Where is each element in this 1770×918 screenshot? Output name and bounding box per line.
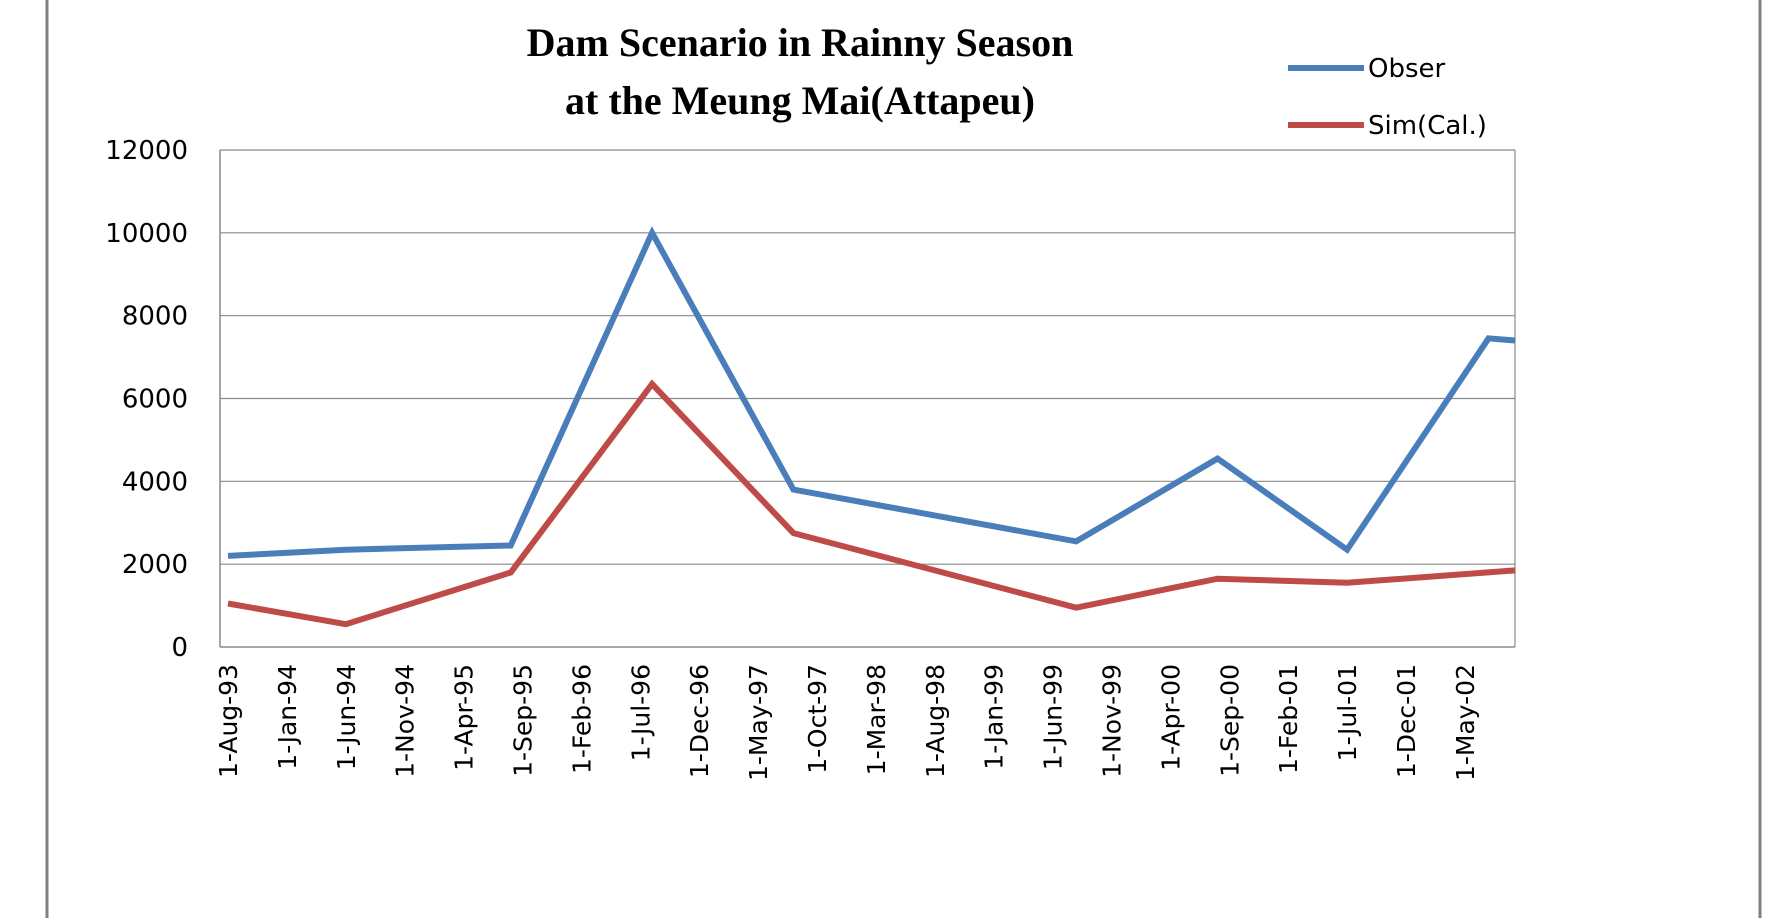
legend-label-sim: Sim(Cal.) xyxy=(1368,111,1487,141)
x-tick-label-1-Apr-00: 1-Apr-00 xyxy=(1156,664,1185,771)
x-tick-label-1-Aug-93: 1-Aug-93 xyxy=(214,664,243,778)
x-tick-label-1-Jul-01: 1-Jul-01 xyxy=(1333,664,1362,761)
x-tick-label-1-Oct-97: 1-Oct-97 xyxy=(803,664,832,774)
x-tick-label-1-Dec-96: 1-Dec-96 xyxy=(685,664,714,778)
x-tick-label-1-Nov-99: 1-Nov-99 xyxy=(1098,664,1127,778)
x-tick-label-1-Aug-98: 1-Aug-98 xyxy=(921,664,950,778)
x-tick-label-1-Jun-99: 1-Jun-99 xyxy=(1039,664,1068,770)
y-tick-label-12000: 12000 xyxy=(105,136,188,166)
legend-label-obser: Obser xyxy=(1368,54,1446,84)
x-tick-label-1-Apr-95: 1-Apr-95 xyxy=(450,664,479,771)
gridlines xyxy=(220,149,1515,565)
y-tick-label-4000: 4000 xyxy=(122,467,188,497)
chart-title-line2: at the Meung Mai(Attapeu) xyxy=(565,78,1035,123)
plot-frame xyxy=(219,150,1516,648)
x-tick-label-1-Nov-94: 1-Nov-94 xyxy=(391,664,420,778)
series-line-obser xyxy=(227,226,1516,559)
y-axis-ticks: 0 2000 4000 6000 8000 10000 12000 xyxy=(105,136,188,663)
legend: Obser Sim(Cal.) xyxy=(1288,54,1487,141)
y-tick-label-8000: 8000 xyxy=(122,302,188,332)
chart-title-line1: Dam Scenario in Rainny Season xyxy=(527,20,1074,65)
x-tick-label-1-Sep-00: 1-Sep-00 xyxy=(1215,664,1244,777)
x-tick-label-1-May-97: 1-May-97 xyxy=(744,664,773,781)
series-lines xyxy=(227,226,1516,628)
series-line-sim-cal xyxy=(227,379,1516,628)
x-tick-label-1-Feb-96: 1-Feb-96 xyxy=(567,664,596,774)
y-tick-label-2000: 2000 xyxy=(122,550,188,580)
x-tick-label-1-May-02: 1-May-02 xyxy=(1451,664,1480,781)
x-tick-label-1-Jun-94: 1-Jun-94 xyxy=(332,664,361,770)
y-tick-label-10000: 10000 xyxy=(105,219,188,249)
x-tick-label-1-Sep-95: 1-Sep-95 xyxy=(509,664,538,777)
x-tick-label-1-Feb-01: 1-Feb-01 xyxy=(1274,664,1303,774)
x-tick-label-1-Jul-96: 1-Jul-96 xyxy=(626,664,655,761)
x-tick-label-1-Mar-98: 1-Mar-98 xyxy=(862,664,891,775)
x-tick-label-1-Dec-01: 1-Dec-01 xyxy=(1392,664,1421,778)
x-axis-ticks: 1-Aug-93 1-Jan-94 1-Jun-94 1-Nov-94 1-Apr-95… xyxy=(214,664,1480,781)
x-tick-label-1-Jan-99: 1-Jan-99 xyxy=(980,664,1009,770)
y-tick-label-6000: 6000 xyxy=(122,385,188,415)
x-tick-label-1-Jan-94: 1-Jan-94 xyxy=(273,664,302,770)
y-tick-label-0: 0 xyxy=(171,633,188,663)
